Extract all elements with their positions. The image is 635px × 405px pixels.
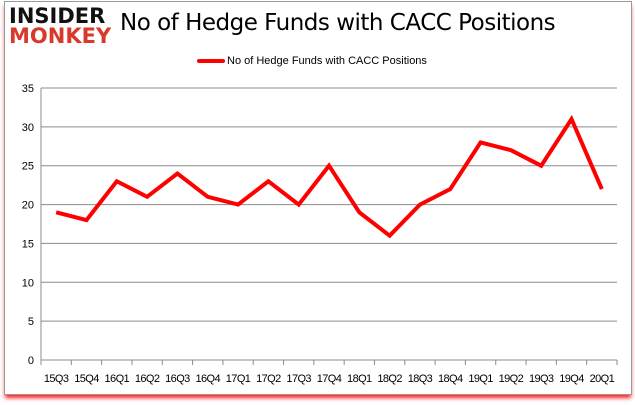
y-tick-label: 25 — [22, 161, 34, 173]
x-tick-label: 19Q3 — [529, 373, 554, 385]
logo-line2: MONKEY — [9, 24, 112, 48]
insider-monkey-logo: INSIDER MONKEY — [9, 4, 112, 48]
x-tick-label: 17Q3 — [286, 373, 311, 385]
x-tick-label: 19Q4 — [559, 373, 584, 385]
y-tick-label: 35 — [22, 83, 34, 95]
y-tick-label: 20 — [22, 200, 34, 212]
x-tick-label: 20Q1 — [590, 373, 615, 385]
x-tick-label: 17Q1 — [226, 373, 251, 385]
chart-title: No of Hedge Funds with CACC Positions — [120, 10, 556, 36]
legend-label: No of Hedge Funds with CACC Positions — [227, 55, 427, 67]
x-tick-label: 16Q1 — [105, 373, 130, 385]
y-tick-label: 30 — [22, 122, 34, 134]
x-tick-label: 16Q4 — [195, 373, 220, 385]
y-tick-label: 5 — [28, 316, 34, 328]
y-tick-label: 0 — [28, 355, 34, 367]
x-tick-label: 17Q4 — [317, 373, 342, 385]
x-tick-label: 17Q2 — [256, 373, 281, 385]
logo-line1: INSIDER — [9, 4, 106, 28]
x-tick-label: 16Q3 — [165, 373, 190, 385]
x-tick-label: 19Q2 — [499, 373, 524, 385]
x-tick-label: 15Q4 — [74, 373, 99, 385]
x-tick-label: 18Q1 — [347, 373, 372, 385]
legend: No of Hedge Funds with CACC Positions — [197, 55, 427, 67]
x-tick-label: 15Q3 — [44, 373, 69, 385]
x-tick-label: 19Q1 — [468, 373, 493, 385]
y-tick-label: 15 — [22, 238, 34, 250]
x-tick-label: 18Q3 — [408, 373, 433, 385]
x-tick-label: 18Q2 — [377, 373, 402, 385]
y-tick-label: 10 — [22, 277, 34, 289]
x-tick-label: 18Q4 — [438, 373, 463, 385]
x-tick-label: 16Q2 — [135, 373, 160, 385]
series-line — [55, 114, 604, 239]
legend-swatch — [197, 59, 225, 63]
chart-frame — [4, 1, 632, 395]
